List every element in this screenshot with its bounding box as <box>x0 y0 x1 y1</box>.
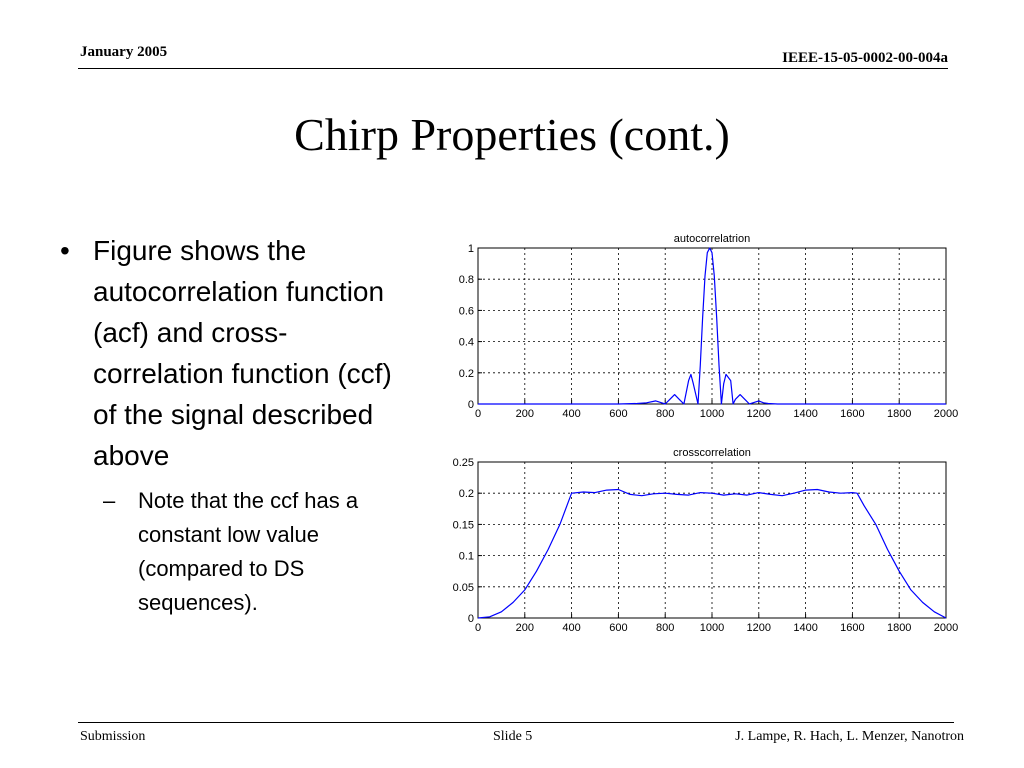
bullet-list: • Figure shows the autocorrelation funct… <box>60 230 410 620</box>
header-date: January 2005 <box>80 44 168 60</box>
ccf-x-tick-label: 1400 <box>793 622 817 634</box>
ccf-x-tick-label: 2000 <box>934 622 958 634</box>
ccf-x-tick-label: 200 <box>516 622 534 634</box>
acf-x-tick-label: 400 <box>562 408 580 420</box>
acf-x-tick-label: 1600 <box>840 408 864 420</box>
acf-x-tick-label: 800 <box>656 408 674 420</box>
acf-series-line <box>478 247 946 405</box>
bullet-sub-text: Note that the ccf has a constant low val… <box>138 488 359 615</box>
correlation-figure: 0 200 400 600 800 1000 1200 1400 1600 1800 200000.… <box>453 233 959 634</box>
acf-x-tick-label: 2000 <box>934 408 958 420</box>
acf-y-tick-label: 0.8 <box>459 274 474 286</box>
ccf-chart-title: crosscorrelation <box>673 447 751 459</box>
acf-x-tick-label: 1200 <box>747 408 771 420</box>
header-divider <box>78 68 948 69</box>
slide-title: Chirp Properties (cont.) <box>294 109 730 160</box>
acf-x-tick-label: 1400 <box>793 408 817 420</box>
ccf-x-tick-label: 600 <box>609 622 627 634</box>
bullet-sub: – Note that the ccf has a constant low v… <box>103 484 410 620</box>
acf-y-tick-label: 1 <box>468 243 474 255</box>
bullet-main-text: Figure shows the autocorrelation functio… <box>93 235 392 471</box>
acf-y-tick-label: 0.4 <box>459 337 474 349</box>
ccf-x-tick-label: 1800 <box>887 622 911 634</box>
ccf-y-tick-label: 0.2 <box>459 488 474 500</box>
acf-x-tick-label: 1000 <box>700 408 724 420</box>
ccf-x-tick-label: 1200 <box>747 622 771 634</box>
acf-x-tick-label: 0 <box>475 408 481 420</box>
footer-authors: J. Lampe, R. Hach, L. Menzer, Nanotron <box>735 729 964 744</box>
acf-x-tick-label: 600 <box>609 408 627 420</box>
footer-submission: Submission <box>80 729 146 744</box>
acf-plot-area <box>477 247 947 405</box>
acf-y-tick-label: 0.6 <box>459 305 474 317</box>
ccf-x-tick-label: 1000 <box>700 622 724 634</box>
ccf-series-line <box>477 488 947 619</box>
ccf-x-tick-label: 400 <box>562 622 580 634</box>
acf-x-tick-label: 1800 <box>887 408 911 420</box>
acf-x-tick-label: 200 <box>516 408 534 420</box>
footer-divider <box>78 722 954 723</box>
ccf-plot-area <box>477 461 947 619</box>
footer-slide-number: Slide 5 <box>493 729 533 744</box>
acf-chart-title: autocorrelatrion <box>674 233 750 245</box>
ccf-x-tick-label: 0 <box>475 622 481 634</box>
ccf-y-tick-label: 0.1 <box>459 551 474 563</box>
sub-bullet-marker: – <box>103 488 116 513</box>
header-doc-id: IEEE-15-05-0002-00-004a <box>782 50 948 66</box>
ccf-x-tick-label: 1600 <box>840 622 864 634</box>
ccf-y-tick-label: 0.05 <box>453 582 474 594</box>
acf-y-tick-label: 0.2 <box>459 368 474 380</box>
ccf-x-tick-label: 800 <box>656 622 674 634</box>
bullet-main: • Figure shows the autocorrelation funct… <box>60 230 410 476</box>
ccf-y-tick-label: 0.15 <box>453 519 474 531</box>
acf-y-tick-label: 0 <box>468 399 474 411</box>
ccf-y-tick-label: 0.25 <box>453 457 474 469</box>
bullet-marker: • <box>60 235 70 266</box>
ccf-y-tick-label: 0 <box>468 613 474 625</box>
